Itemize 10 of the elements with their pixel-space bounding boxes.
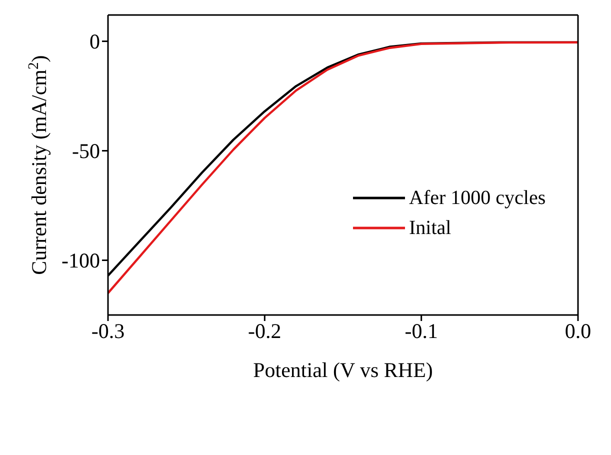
legend-label: Afer 1000 cycles [409, 186, 546, 210]
x-tick-label: -0.3 [91, 318, 125, 343]
x-tick-label: -0.1 [404, 318, 438, 343]
legend-label: Inital [409, 216, 452, 240]
x-axis-title: Potential (V vs RHE) [253, 358, 433, 382]
y-tick-label: -100 [62, 248, 100, 273]
y-tick-label: 0 [90, 30, 100, 54]
x-tick-label: -0.2 [248, 318, 282, 343]
y-tick-label: -50 [72, 139, 100, 164]
x-tick-label: 0.0 [564, 318, 592, 343]
